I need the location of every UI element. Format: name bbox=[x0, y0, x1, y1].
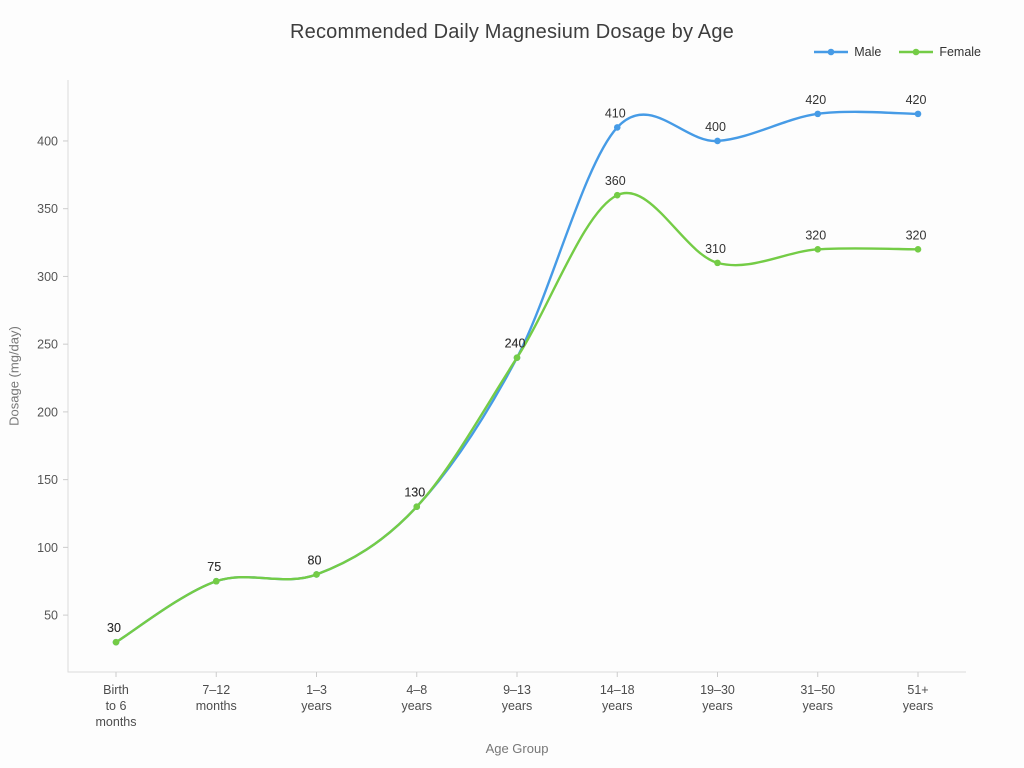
male-data-point-label: 75 bbox=[207, 560, 221, 574]
axis-spines bbox=[67, 80, 966, 673]
female-data-point-label: 310 bbox=[705, 242, 726, 256]
legend-swatch-female-icon bbox=[899, 48, 934, 56]
male-series-line bbox=[114, 110, 920, 644]
y-tick-label: 300 bbox=[37, 270, 58, 284]
female-data-point-label: 360 bbox=[605, 174, 626, 188]
female-data-point-marker[interactable] bbox=[714, 259, 721, 267]
female-data-point-label: 240 bbox=[505, 337, 526, 351]
male-data-point-marker[interactable] bbox=[914, 110, 922, 118]
legend-swatch-male-icon bbox=[814, 48, 849, 56]
male-data-point-label: 420 bbox=[906, 93, 927, 107]
legend-label: Female bbox=[939, 45, 981, 59]
y-tick-label: 100 bbox=[37, 541, 58, 555]
female-data-point-label: 320 bbox=[906, 228, 927, 242]
x-tick-label: 14–18 years bbox=[600, 683, 635, 713]
male-data-point-label: 130 bbox=[404, 486, 425, 500]
legend: Male Female bbox=[814, 45, 981, 59]
x-tick-label: 51+ years bbox=[903, 683, 934, 713]
y-axis-title: Dosage (mg/day) bbox=[6, 326, 22, 426]
female-data-point-marker[interactable] bbox=[212, 577, 220, 585]
male-data-point-label: 30 bbox=[107, 621, 121, 635]
y-tick-label: 250 bbox=[37, 338, 58, 352]
female-series-line bbox=[114, 191, 920, 644]
male-data-point-label: 80 bbox=[308, 553, 322, 567]
female-data-point-marker[interactable] bbox=[313, 571, 320, 578]
male-data-point-marker[interactable] bbox=[613, 124, 621, 131]
x-tick-label: Birth to 6 months bbox=[96, 683, 137, 729]
male-data-point-marker[interactable] bbox=[714, 137, 721, 145]
female-data-point-marker[interactable] bbox=[914, 246, 922, 253]
male-data-point-label: 240 bbox=[505, 337, 526, 351]
y-tick-label: 400 bbox=[37, 134, 58, 148]
female-data-point-marker[interactable] bbox=[413, 503, 421, 511]
female-data-point-marker[interactable] bbox=[814, 246, 822, 253]
x-tick-label: 7–12 months bbox=[196, 683, 237, 713]
x-tick-label: 9–13 years bbox=[502, 683, 533, 713]
male-data-point-marker[interactable] bbox=[814, 110, 822, 118]
x-tick-label: 1–3 years bbox=[301, 683, 332, 713]
female-data-point-label: 320 bbox=[805, 228, 826, 242]
male-data-point-label: 420 bbox=[805, 93, 826, 107]
female-data-point-label: 75 bbox=[207, 560, 221, 574]
x-tick-label: 31–50 years bbox=[800, 683, 835, 713]
x-axis-title: Age Group bbox=[485, 741, 549, 756]
legend-item-male[interactable]: Male bbox=[814, 45, 881, 59]
x-tick-label: 4–8 years bbox=[401, 683, 432, 713]
legend-label: Male bbox=[854, 45, 882, 59]
female-data-point-label: 130 bbox=[404, 486, 425, 500]
female-data-point-label: 80 bbox=[308, 553, 322, 567]
male-data-point-label: 410 bbox=[605, 106, 626, 120]
female-data-point-marker[interactable] bbox=[513, 354, 521, 362]
female-data-point-label: 30 bbox=[107, 621, 121, 635]
y-tick-label: 150 bbox=[37, 473, 58, 487]
y-tick-label: 50 bbox=[44, 609, 58, 623]
female-data-point-marker[interactable] bbox=[112, 638, 120, 646]
female-data-point-marker[interactable] bbox=[613, 191, 621, 199]
y-tick-label: 350 bbox=[37, 202, 58, 216]
x-tick-label: 19–30 years bbox=[700, 683, 735, 713]
chart-title: Recommended Daily Magnesium Dosage by Ag… bbox=[290, 21, 734, 43]
male-data-point-label: 400 bbox=[705, 120, 726, 134]
y-tick-label: 200 bbox=[37, 405, 58, 419]
legend-item-female[interactable]: Female bbox=[899, 45, 981, 59]
